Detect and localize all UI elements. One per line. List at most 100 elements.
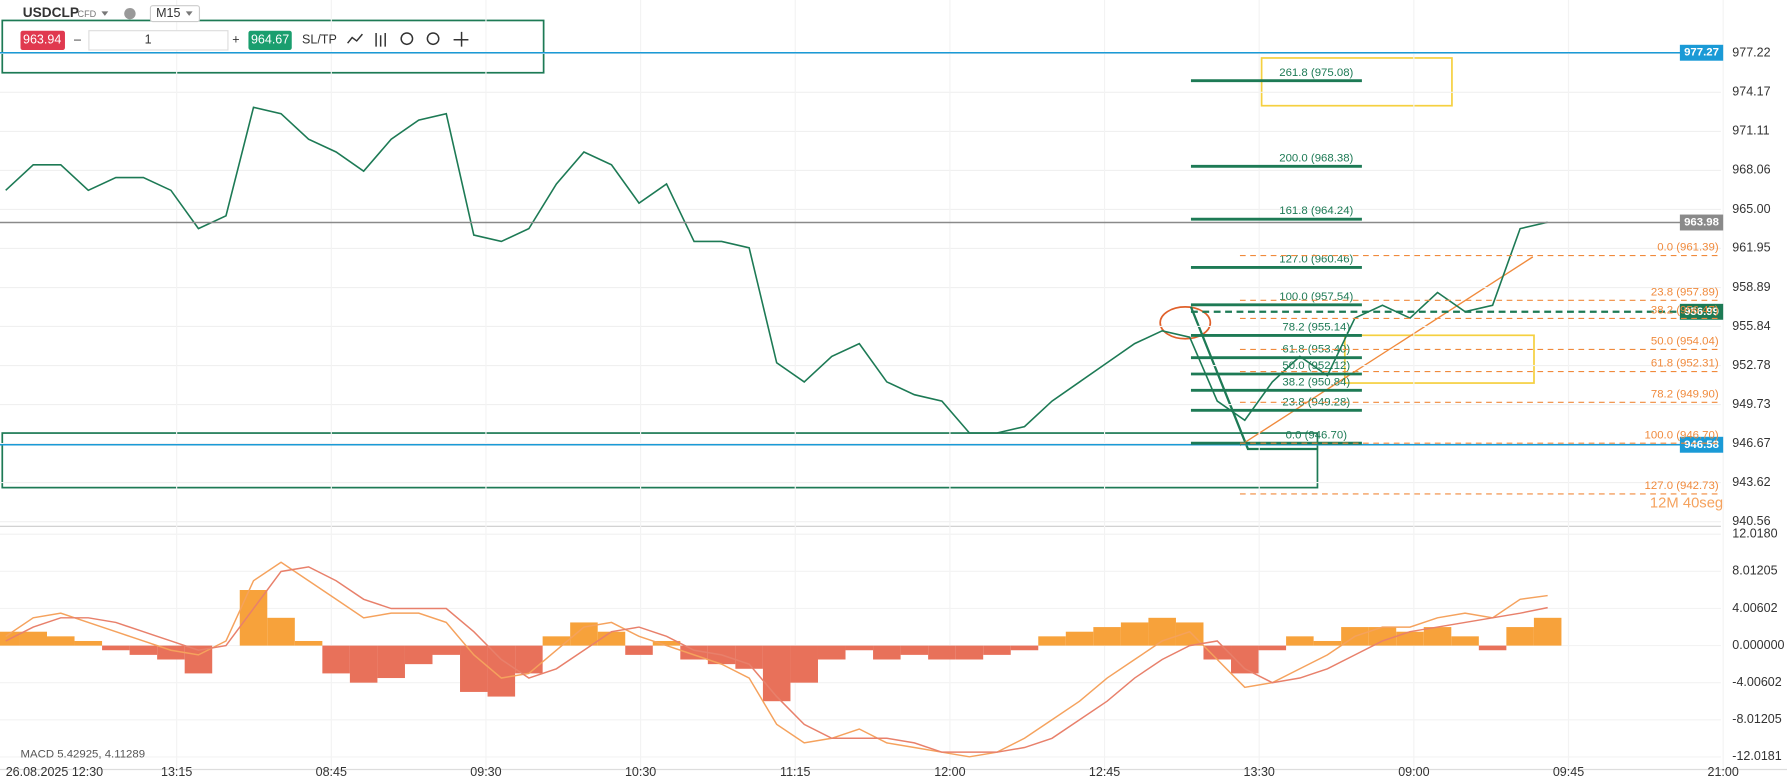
fib-label: 61.8 (952.31)	[1651, 358, 1719, 370]
fib-label: 100.0 (946.70)	[1645, 429, 1719, 441]
histogram-bar	[47, 636, 75, 646]
time-label: 13:30	[1244, 765, 1275, 779]
move-icon[interactable]	[453, 31, 469, 47]
dropdown-icon[interactable]	[185, 11, 193, 16]
y-tick-label: 968.06	[1732, 163, 1770, 177]
histogram-bar	[983, 645, 1011, 655]
histogram-bar	[74, 640, 103, 646]
fib-label: 0.0 (946.70)	[1286, 429, 1348, 441]
histogram-bar	[652, 640, 681, 646]
fib-label: 261.8 (975.08)	[1279, 67, 1353, 79]
dropdown-icon[interactable]	[101, 11, 109, 16]
time-label: 12:00	[934, 765, 965, 779]
buy-button[interactable]	[248, 30, 292, 51]
y-tick-label: 4.00602	[1732, 601, 1777, 615]
price-tag-label: 963.98	[1684, 217, 1719, 229]
sltp-button[interactable]: SL/TP	[302, 33, 337, 47]
zoom-out-icon[interactable]	[400, 32, 414, 46]
y-tick-label: 977.22	[1732, 46, 1770, 60]
fib-label: 100.0 (957.54)	[1279, 291, 1353, 303]
symbol[interactable]: USDCLP	[23, 5, 79, 20]
histogram-bar	[322, 645, 350, 674]
fib-label: 38.2 (956.47)	[1651, 304, 1719, 316]
histogram-bar	[460, 645, 488, 692]
sell-price[interactable]: 963.94	[23, 33, 61, 47]
buy-price[interactable]: 964.67	[251, 33, 289, 47]
indicator-label: MACD 5.42925, 4.11289	[21, 749, 146, 761]
fib-label: 78.2 (949.90)	[1651, 388, 1719, 400]
quantity[interactable]: 1	[145, 33, 152, 47]
histogram-bar	[597, 631, 626, 646]
price-tag-label: 977.27	[1684, 47, 1719, 59]
histogram-bar	[515, 645, 543, 674]
y-tick-label: 943.62	[1732, 475, 1770, 489]
histogram-bar	[239, 590, 268, 646]
histogram-bar	[570, 622, 598, 646]
y-tick-label: -8.01205	[1732, 712, 1781, 726]
histogram-bar	[102, 645, 130, 651]
price-tag	[1679, 44, 1724, 61]
histogram-bar	[1258, 645, 1287, 651]
y-tick-label: 955.84	[1732, 319, 1770, 333]
time-label: 10:30	[625, 765, 656, 779]
yellow-box	[1343, 334, 1535, 384]
y-tick-label: 8.01205	[1732, 564, 1777, 578]
y-tick-label: 949.73	[1732, 397, 1770, 411]
histogram-bar	[1286, 636, 1314, 646]
candle-tool-icon[interactable]	[375, 32, 386, 47]
histogram-bar	[1175, 622, 1204, 646]
sell-button[interactable]	[20, 30, 65, 51]
plus-button[interactable]: +	[232, 33, 239, 47]
quantity-box[interactable]	[88, 30, 229, 51]
histogram-bar	[404, 645, 433, 665]
drawn-rectangle	[1, 432, 1319, 489]
histogram-bar	[157, 645, 185, 660]
histogram-bar	[790, 645, 818, 683]
histogram-bar	[1313, 640, 1342, 646]
toolbar: USDCLP CFD M15 963.94 – 1 + 964.67 SL/TP	[20, 5, 469, 51]
histogram-bar	[1478, 645, 1507, 651]
fib-label: 50.0 (952.12)	[1282, 360, 1350, 372]
histogram-bar	[377, 645, 405, 679]
fib-label: 127.0 (942.73)	[1645, 480, 1719, 492]
time-label: 09:45	[1553, 765, 1584, 779]
info-icon[interactable]	[124, 7, 136, 20]
y-tick-label: -12.0181	[1732, 749, 1781, 763]
y-tick-label: 958.89	[1732, 280, 1770, 294]
histogram-bar	[873, 645, 901, 660]
y-tick-label: 971.11	[1732, 124, 1769, 138]
instrument-type: CFD	[77, 9, 96, 19]
price-tag-label: 956.99	[1684, 306, 1719, 318]
histogram-bar	[1010, 645, 1039, 651]
fib-label: 0.0 (961.39)	[1657, 242, 1719, 254]
y-tick-label: 0.000000	[1732, 638, 1784, 652]
minus-button[interactable]: –	[74, 33, 81, 47]
histogram-bar	[1120, 622, 1149, 646]
time-label: 09:30	[470, 765, 501, 779]
histogram-bar	[928, 645, 956, 660]
histogram-bar	[1396, 631, 1424, 646]
timeframe-button[interactable]	[149, 5, 201, 23]
line-tool-icon[interactable]	[347, 33, 363, 44]
time-label: 21:00	[1708, 765, 1739, 779]
drawn-rectangle	[1, 19, 545, 74]
time-label: 13:15	[161, 765, 192, 779]
fib-label: 23.8 (957.89)	[1651, 286, 1719, 298]
histogram-bar	[845, 645, 874, 651]
histogram-bar	[542, 636, 571, 646]
timeframe[interactable]: M15	[156, 6, 180, 20]
zoom-in-icon[interactable]	[426, 32, 440, 46]
histogram-bar	[432, 645, 461, 655]
y-tick-label: 940.56	[1732, 514, 1770, 528]
trend-line	[1239, 256, 1534, 447]
histogram-bar	[735, 645, 763, 669]
trend-drawing	[1189, 306, 1318, 451]
histogram-bar	[129, 645, 158, 655]
signal-line	[5, 566, 1548, 753]
histogram-bar	[1368, 627, 1397, 646]
y-tick-label: 965.00	[1732, 202, 1770, 216]
histogram-bar	[294, 640, 323, 646]
histogram-bar	[1533, 617, 1562, 646]
